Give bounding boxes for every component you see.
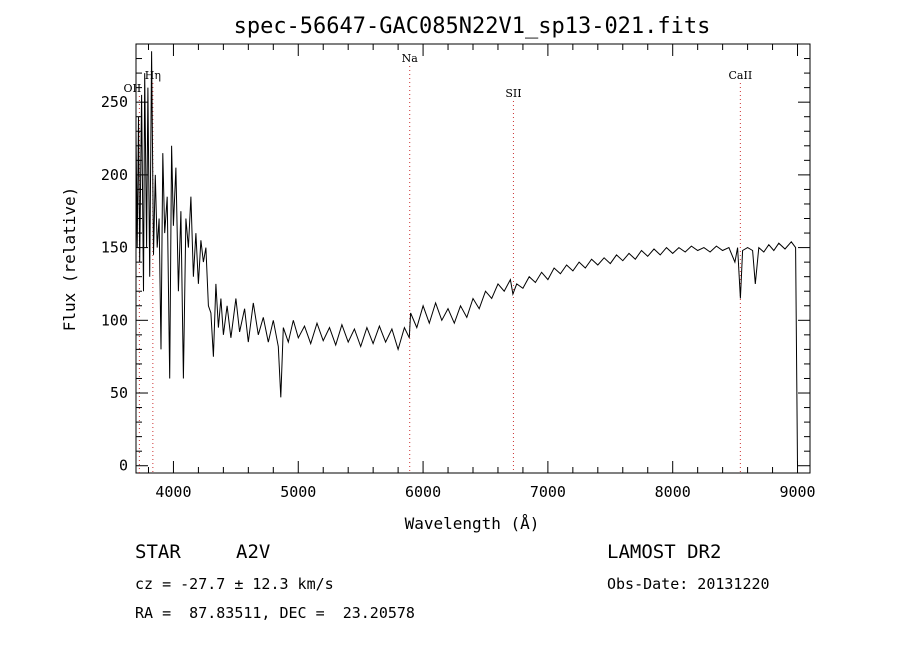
spectral-line-label: OII	[124, 82, 142, 95]
x-tick-label: 5000	[280, 483, 316, 501]
x-tick-label: 4000	[155, 483, 191, 501]
minor-ticks	[136, 43, 810, 473]
spectrum-line	[135, 51, 798, 466]
coordinates-readout: RA = 87.83511, DEC = 23.20578	[135, 604, 415, 622]
major-ticks: 4000 5000 6000 7000 8000 9000 0 50 100 150 200 250	[101, 44, 816, 501]
x-axis-label: Wavelength (Å)	[405, 514, 540, 533]
chart-title: spec-56647-GAC085N22V1_sp13-021.fits	[234, 14, 711, 39]
x-tick-label: 8000	[655, 483, 691, 501]
y-tick-label: 50	[110, 384, 128, 402]
spectral-line-label: SII	[505, 87, 521, 100]
spectral-line-label: Hη	[145, 69, 161, 82]
plot-frame	[135, 43, 811, 474]
x-tick-label: 7000	[530, 483, 566, 501]
spectral-line-label: CaII	[729, 69, 753, 82]
y-tick-label: 150	[101, 239, 128, 257]
x-tick-label: 9000	[779, 483, 815, 501]
y-tick-label: 200	[101, 166, 128, 184]
y-axis-label: Flux (relative)	[60, 187, 79, 332]
spectral-line-label: Na	[402, 52, 419, 65]
object-type: STAR	[135, 541, 181, 563]
x-tick-label: 6000	[405, 483, 441, 501]
y-tick-label: 100	[101, 311, 128, 329]
spectral-subclass: A2V	[236, 541, 271, 563]
y-tick-label: 250	[101, 93, 128, 111]
y-tick-label: 0	[119, 457, 128, 475]
observation-date: Obs-Date: 20131220	[607, 575, 770, 593]
redshift-readout: cz = -27.7 ± 12.3 km/s	[135, 575, 334, 593]
survey-name: LAMOST DR2	[607, 541, 722, 563]
